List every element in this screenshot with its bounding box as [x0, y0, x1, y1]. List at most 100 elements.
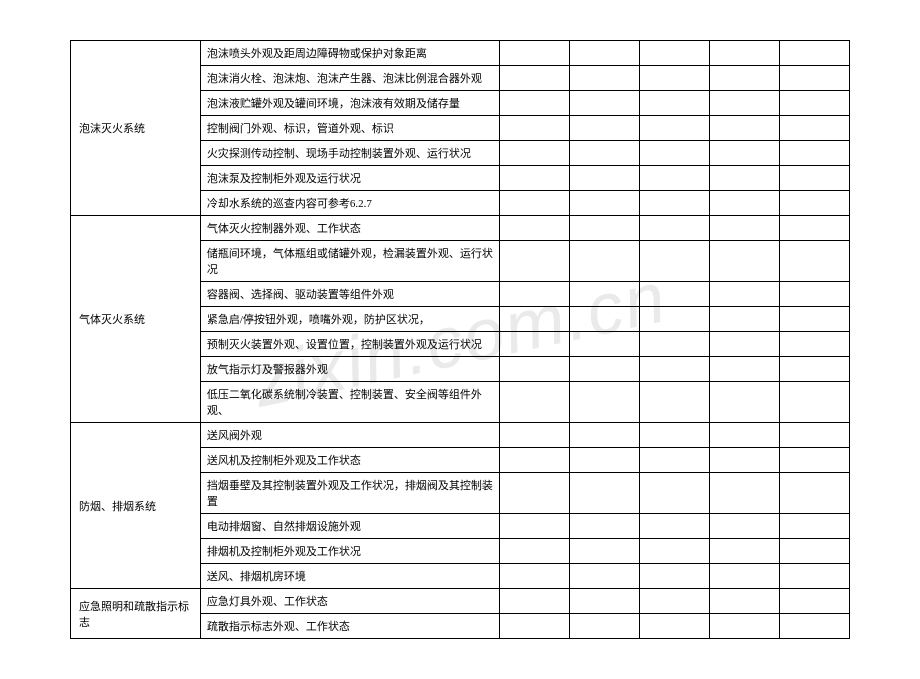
blank-cell [710, 382, 780, 423]
category-cell: 气体灭火系统 [71, 216, 201, 423]
content-cell: 冷却水系统的巡查内容可参考6.2.7 [200, 191, 500, 216]
table-row: 气体灭火系统气体灭火控制器外观、工作状态 [71, 216, 850, 241]
blank-cell [710, 614, 780, 639]
content-cell: 容器阀、选择阀、驱动装置等组件外观 [200, 282, 500, 307]
blank-cell [710, 473, 780, 514]
blank-cell [500, 473, 570, 514]
blank-cell [780, 382, 850, 423]
blank-cell [500, 589, 570, 614]
content-cell: 紧急启/停按钮外观，喷嘴外观，防护区状况， [200, 307, 500, 332]
content-cell: 气体灭火控制器外观、工作状态 [200, 216, 500, 241]
content-cell: 预制灭火装置外观、设置位置，控制装置外观及运行状况 [200, 332, 500, 357]
blank-cell [780, 91, 850, 116]
blank-cell [710, 191, 780, 216]
blank-cell [780, 332, 850, 357]
blank-cell [570, 473, 640, 514]
blank-cell [570, 539, 640, 564]
blank-cell [570, 332, 640, 357]
table-row: 防烟、排烟系统送风阀外观 [71, 423, 850, 448]
blank-cell [710, 589, 780, 614]
blank-cell [570, 448, 640, 473]
blank-cell [570, 241, 640, 282]
blank-cell [640, 473, 710, 514]
blank-cell [780, 589, 850, 614]
blank-cell [640, 216, 710, 241]
table-row: 应急照明和疏散指示标志应急灯具外观、工作状态 [71, 589, 850, 614]
blank-cell [710, 116, 780, 141]
content-cell: 排烟机及控制柜外观及工作状况 [200, 539, 500, 564]
blank-cell [780, 116, 850, 141]
blank-cell [640, 589, 710, 614]
blank-cell [780, 423, 850, 448]
blank-cell [500, 332, 570, 357]
content-cell: 泡沫液贮罐外观及罐间环境，泡沫液有效期及储存量 [200, 91, 500, 116]
blank-cell [780, 241, 850, 282]
blank-cell [500, 241, 570, 282]
content-cell: 火灾探测传动控制、现场手动控制装置外观、运行状况 [200, 141, 500, 166]
blank-cell [640, 382, 710, 423]
content-cell: 泡沫消火栓、泡沫炮、泡沫产生器、泡沫比例混合器外观 [200, 66, 500, 91]
blank-cell [500, 382, 570, 423]
blank-cell [570, 423, 640, 448]
blank-cell [640, 116, 710, 141]
content-cell: 低压二氧化碳系统制冷装置、控制装置、安全阀等组件外观、 [200, 382, 500, 423]
content-cell: 疏散指示标志外观、工作状态 [200, 614, 500, 639]
blank-cell [500, 307, 570, 332]
blank-cell [570, 282, 640, 307]
blank-cell [780, 357, 850, 382]
blank-cell [570, 614, 640, 639]
blank-cell [640, 448, 710, 473]
blank-cell [780, 141, 850, 166]
blank-cell [710, 166, 780, 191]
blank-cell [640, 614, 710, 639]
blank-cell [780, 66, 850, 91]
blank-cell [570, 514, 640, 539]
blank-cell [710, 423, 780, 448]
blank-cell [500, 448, 570, 473]
content-cell: 储瓶间环境，气体瓶组或储罐外观，检漏装置外观、运行状况 [200, 241, 500, 282]
blank-cell [640, 357, 710, 382]
blank-cell [710, 332, 780, 357]
content-cell: 挡烟垂壁及其控制装置外观及工作状况，排烟阀及其控制装置 [200, 473, 500, 514]
blank-cell [640, 166, 710, 191]
blank-cell [500, 91, 570, 116]
blank-cell [640, 332, 710, 357]
blank-cell [570, 357, 640, 382]
table-row: 泡沫灭火系统泡沫喷头外观及距周边障碍物或保护对象距离 [71, 41, 850, 66]
blank-cell [710, 91, 780, 116]
content-cell: 应急灯具外观、工作状态 [200, 589, 500, 614]
blank-cell [710, 539, 780, 564]
content-cell: 电动排烟窗、自然排烟设施外观 [200, 514, 500, 539]
blank-cell [570, 116, 640, 141]
blank-cell [500, 423, 570, 448]
content-cell: 泡沫泵及控制柜外观及运行状况 [200, 166, 500, 191]
blank-cell [570, 141, 640, 166]
blank-cell [710, 448, 780, 473]
content-cell: 送风机及控制柜外观及工作状态 [200, 448, 500, 473]
blank-cell [500, 357, 570, 382]
blank-cell [780, 514, 850, 539]
blank-cell [500, 539, 570, 564]
blank-cell [780, 448, 850, 473]
blank-cell [500, 216, 570, 241]
blank-cell [640, 241, 710, 282]
content-cell: 放气指示灯及警报器外观 [200, 357, 500, 382]
blank-cell [640, 41, 710, 66]
blank-cell [780, 473, 850, 514]
blank-cell [640, 514, 710, 539]
blank-cell [780, 614, 850, 639]
blank-cell [780, 191, 850, 216]
blank-cell [570, 166, 640, 191]
blank-cell [780, 166, 850, 191]
blank-cell [500, 166, 570, 191]
category-cell: 应急照明和疏散指示标志 [71, 589, 201, 639]
blank-cell [780, 539, 850, 564]
blank-cell [780, 564, 850, 589]
blank-cell [570, 191, 640, 216]
blank-cell [500, 564, 570, 589]
blank-cell [710, 241, 780, 282]
blank-cell [780, 282, 850, 307]
blank-cell [570, 589, 640, 614]
blank-cell [640, 539, 710, 564]
blank-cell [570, 216, 640, 241]
